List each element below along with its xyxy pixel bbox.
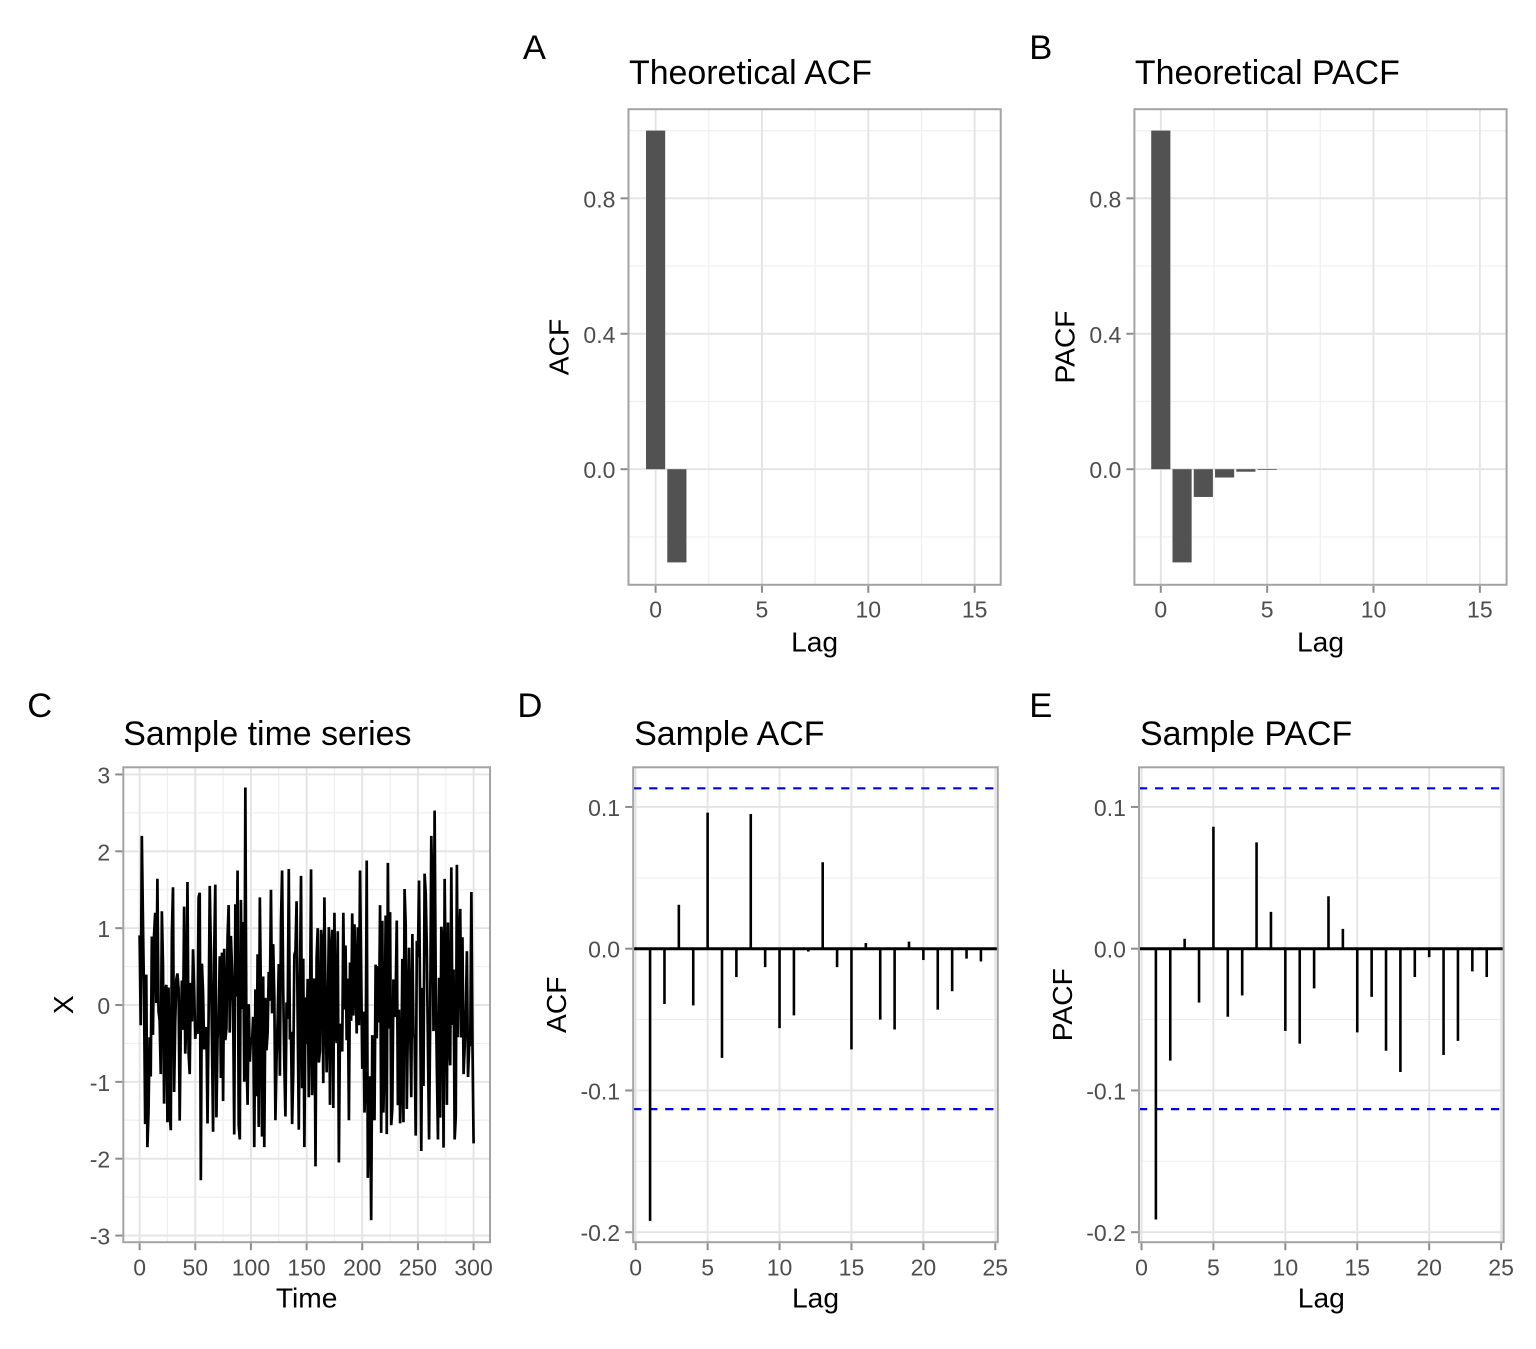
svg-text:0.1: 0.1 xyxy=(588,795,620,821)
svg-text:5: 5 xyxy=(1207,1255,1220,1281)
svg-text:2: 2 xyxy=(97,839,110,865)
svg-text:10: 10 xyxy=(1273,1255,1299,1281)
svg-text:15: 15 xyxy=(839,1255,865,1281)
svg-text:Theoretical ACF: Theoretical ACF xyxy=(629,54,872,92)
svg-text:0.8: 0.8 xyxy=(583,186,615,212)
svg-text:X: X xyxy=(47,995,79,1014)
svg-text:0.0: 0.0 xyxy=(588,937,620,963)
svg-text:0.8: 0.8 xyxy=(1089,186,1121,212)
svg-text:20: 20 xyxy=(911,1255,937,1281)
svg-text:50: 50 xyxy=(182,1255,208,1281)
svg-text:ACF: ACF xyxy=(543,319,575,375)
svg-text:0.0: 0.0 xyxy=(1089,457,1121,483)
svg-text:25: 25 xyxy=(983,1255,1009,1281)
svg-text:0.1: 0.1 xyxy=(1094,795,1126,821)
svg-text:0.0: 0.0 xyxy=(583,457,615,483)
svg-text:20: 20 xyxy=(1416,1255,1442,1281)
svg-text:15: 15 xyxy=(962,597,988,623)
svg-text:0.0: 0.0 xyxy=(1094,937,1126,963)
svg-text:-3: -3 xyxy=(90,1224,110,1250)
svg-text:PACF: PACF xyxy=(1049,310,1081,383)
svg-text:5: 5 xyxy=(701,1255,714,1281)
svg-text:Theoretical PACF: Theoretical PACF xyxy=(1135,54,1400,92)
svg-text:10: 10 xyxy=(767,1255,793,1281)
svg-text:E: E xyxy=(1029,687,1052,725)
svg-text:0: 0 xyxy=(133,1255,146,1281)
svg-text:150: 150 xyxy=(287,1255,325,1281)
svg-text:-0.2: -0.2 xyxy=(580,1220,620,1246)
svg-text:1: 1 xyxy=(97,916,110,942)
svg-text:B: B xyxy=(1029,29,1052,67)
svg-text:-2: -2 xyxy=(90,1147,110,1173)
svg-text:5: 5 xyxy=(1261,597,1274,623)
svg-text:Sample PACF: Sample PACF xyxy=(1140,715,1352,753)
svg-text:Lag: Lag xyxy=(792,1282,839,1314)
svg-text:D: D xyxy=(517,687,542,725)
svg-text:Time: Time xyxy=(276,1282,338,1314)
svg-text:Lag: Lag xyxy=(791,626,838,658)
svg-text:PACF: PACF xyxy=(1046,968,1078,1041)
svg-text:0.4: 0.4 xyxy=(1089,322,1121,348)
svg-text:Sample ACF: Sample ACF xyxy=(634,715,824,753)
svg-text:0: 0 xyxy=(1154,597,1167,623)
svg-text:-0.1: -0.1 xyxy=(580,1078,620,1104)
svg-text:15: 15 xyxy=(1467,597,1493,623)
svg-text:5: 5 xyxy=(756,597,769,623)
svg-text:250: 250 xyxy=(399,1255,437,1281)
svg-text:25: 25 xyxy=(1488,1255,1514,1281)
svg-text:0: 0 xyxy=(629,1255,642,1281)
svg-text:15: 15 xyxy=(1344,1255,1370,1281)
svg-text:-0.2: -0.2 xyxy=(1086,1220,1126,1246)
svg-text:10: 10 xyxy=(1361,597,1387,623)
svg-text:A: A xyxy=(523,29,546,67)
svg-text:0.4: 0.4 xyxy=(583,322,615,348)
svg-text:-1: -1 xyxy=(90,1070,110,1096)
svg-text:3: 3 xyxy=(97,762,110,788)
svg-text:Sample time series: Sample time series xyxy=(123,715,411,753)
svg-text:200: 200 xyxy=(343,1255,381,1281)
svg-text:Lag: Lag xyxy=(1298,1282,1345,1314)
svg-text:C: C xyxy=(27,687,52,725)
svg-text:0: 0 xyxy=(97,993,110,1019)
svg-text:0: 0 xyxy=(649,597,662,623)
svg-text:-0.1: -0.1 xyxy=(1086,1078,1126,1104)
svg-text:100: 100 xyxy=(232,1255,270,1281)
svg-text:300: 300 xyxy=(454,1255,492,1281)
svg-text:0: 0 xyxy=(1135,1255,1148,1281)
svg-text:Lag: Lag xyxy=(1297,626,1344,658)
svg-text:10: 10 xyxy=(856,597,882,623)
svg-text:ACF: ACF xyxy=(540,977,572,1033)
